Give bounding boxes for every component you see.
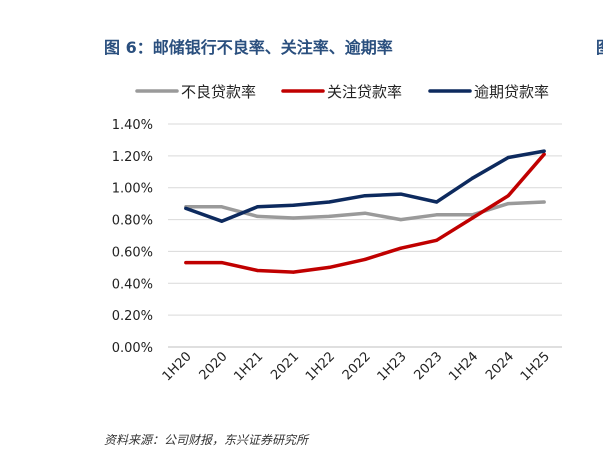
data-point	[184, 206, 188, 211]
legend-label: 关注贷款率	[327, 83, 402, 101]
data-point	[542, 152, 546, 156]
x-tick-label: 2021	[268, 349, 302, 383]
series-line	[184, 200, 546, 222]
data-point	[220, 205, 224, 209]
data-point	[220, 260, 224, 265]
data-point	[255, 205, 260, 209]
y-tick-label: 1.00%	[112, 182, 153, 197]
data-point	[327, 265, 331, 269]
data-point	[435, 200, 439, 204]
legend-label: 逾期贷款率	[474, 83, 549, 101]
x-tick-label: 2024	[483, 349, 517, 383]
data-point	[399, 217, 403, 222]
data-point	[542, 200, 546, 204]
data-point	[542, 149, 546, 153]
x-tick-label: 1H24	[446, 349, 481, 384]
x-tick-label: 1H23	[375, 349, 410, 384]
x-tick-label: 2020	[197, 349, 231, 383]
data-point	[506, 155, 510, 160]
data-point	[470, 216, 475, 220]
y-tick-label: 0.40%	[112, 277, 153, 292]
data-point	[184, 260, 188, 265]
data-point	[327, 200, 331, 204]
y-tick-label: 0.20%	[112, 309, 153, 324]
data-point	[363, 211, 367, 215]
x-tick-label: 1H22	[303, 349, 338, 384]
data-point	[399, 246, 403, 250]
y-tick-label: 1.40%	[112, 118, 153, 133]
x-tick-label: 1H21	[231, 349, 266, 384]
data-point	[363, 257, 367, 261]
data-point	[255, 214, 260, 218]
data-point	[363, 194, 367, 198]
source-note: 资料来源：公司财报，东兴证券研究所	[104, 433, 309, 447]
data-point	[399, 192, 403, 196]
y-tick-label: 0.00%	[112, 341, 153, 356]
chart-title: 图 6：邮储银行不良率、关注率、逾期率	[104, 38, 393, 57]
data-point	[291, 216, 295, 220]
x-tick-label: 2023	[411, 349, 445, 383]
y-tick-label: 0.60%	[112, 245, 153, 260]
next-figure-title-fragment: 图	[596, 34, 603, 58]
data-point	[506, 194, 510, 198]
legend-label: 不良贷款率	[181, 83, 256, 101]
data-point	[220, 219, 224, 223]
data-point	[255, 268, 260, 273]
x-tick-label: 1H25	[518, 349, 553, 384]
y-tick-label: 1.20%	[112, 150, 153, 165]
data-point	[291, 203, 295, 207]
y-tick-label: 0.80%	[112, 214, 153, 229]
data-point	[435, 238, 439, 242]
data-point	[435, 213, 439, 217]
x-tick-label: 1H20	[160, 349, 195, 384]
x-tick-label: 2022	[340, 349, 374, 383]
data-point	[327, 214, 331, 218]
data-point	[470, 176, 475, 180]
data-point	[506, 202, 510, 206]
data-point	[291, 270, 295, 274]
